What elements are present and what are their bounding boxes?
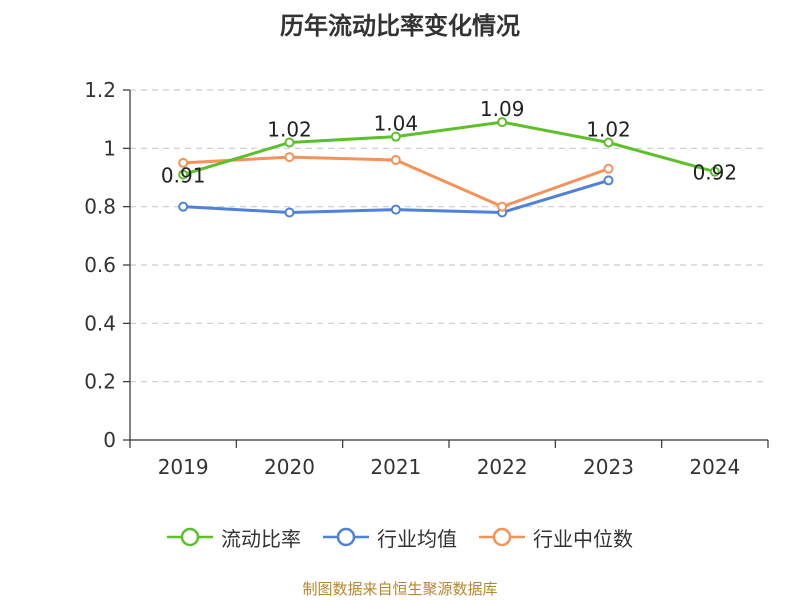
x-tick-label: 2023 — [583, 455, 634, 479]
legend-label: 行业中位数 — [533, 526, 633, 551]
data-point[interactable] — [603, 163, 614, 174]
legend-label: 行业均值 — [377, 526, 457, 551]
data-label: 1.02 — [586, 118, 631, 142]
orange-line-circle-icon — [479, 527, 525, 547]
data-point[interactable] — [284, 152, 295, 163]
legend: 流动比率 行业均值 行业中位数 — [0, 520, 800, 554]
data-label: 1.09 — [480, 97, 525, 121]
legend-item-current-ratio[interactable]: 流动比率 — [167, 523, 301, 552]
data-point[interactable] — [284, 207, 295, 218]
x-tick-label: 2019 — [158, 455, 209, 479]
y-tick-label: 1 — [103, 136, 116, 160]
data-label: 1.02 — [267, 118, 312, 142]
data-point[interactable] — [178, 157, 189, 168]
y-tick-label: 0.4 — [84, 311, 116, 335]
y-tick-label: 0.2 — [84, 370, 116, 394]
data-label: 1.04 — [374, 112, 419, 136]
data-label: 0.91 — [161, 164, 206, 188]
data-point[interactable] — [497, 117, 508, 128]
chart-title: 历年流动比率变化情况 — [280, 12, 520, 40]
data-point[interactable] — [178, 201, 189, 212]
x-tick-label: 2021 — [370, 455, 421, 479]
legend-item-industry-mean[interactable]: 行业均值 — [323, 523, 457, 552]
legend-label: 流动比率 — [221, 526, 301, 551]
blue-line-circle-icon — [323, 527, 369, 547]
data-label: 0.92 — [693, 161, 738, 185]
data-point[interactable] — [390, 131, 401, 142]
x-tick-label: 2022 — [477, 455, 528, 479]
data-point[interactable] — [709, 166, 720, 177]
data-point[interactable] — [497, 201, 508, 212]
y-tick-label: 0.6 — [84, 253, 116, 277]
y-tick-label: 0.8 — [84, 195, 116, 219]
green-line-circle-icon — [167, 527, 213, 547]
legend-item-industry-median[interactable]: 行业中位数 — [479, 523, 633, 552]
x-tick-label: 2024 — [689, 455, 740, 479]
data-point[interactable] — [284, 137, 295, 148]
y-tick-label: 0 — [103, 428, 116, 452]
source-footnote: 制图数据来自恒生聚源数据库 — [302, 580, 498, 598]
data-point[interactable] — [390, 204, 401, 215]
series-line-0 — [182, 120, 716, 177]
data-point[interactable] — [603, 175, 614, 186]
y-tick-label: 1.2 — [84, 78, 116, 102]
data-point[interactable] — [603, 137, 614, 148]
data-point[interactable] — [390, 155, 401, 165]
x-tick-label: 2020 — [264, 455, 315, 479]
data-point[interactable] — [178, 169, 189, 180]
